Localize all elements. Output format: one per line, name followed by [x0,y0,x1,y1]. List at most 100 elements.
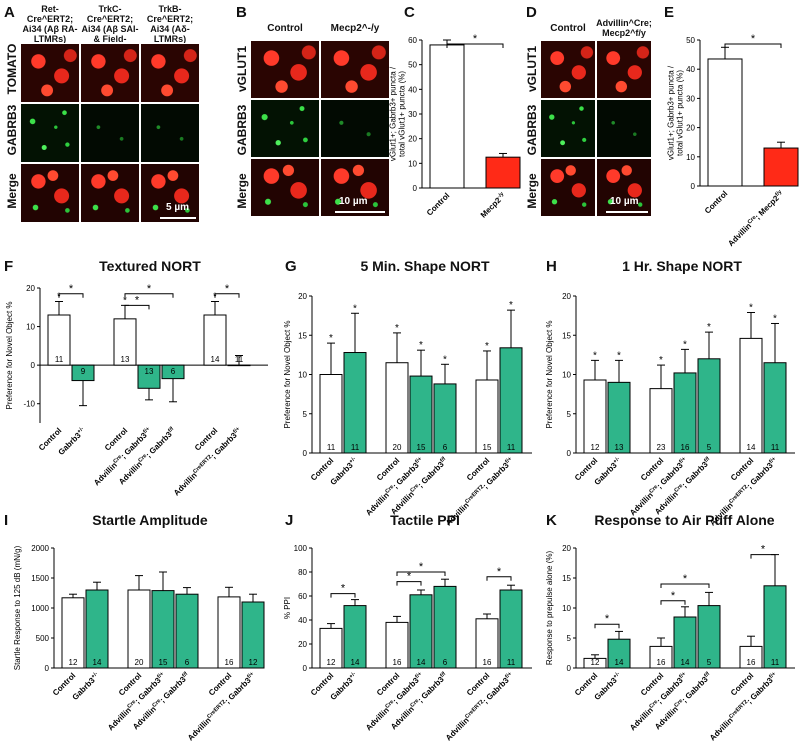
panel-letter-i: I [4,512,9,529]
chart-i-ylabel: Startle Response to 125 dB (mN/g) [13,545,22,670]
micrograph-tile [320,158,390,217]
chart-i-n-label: 20 [135,658,144,667]
chart-h-tick-label: 5 [567,410,572,419]
chart-k-n-label: 14 [681,658,690,667]
chart-i-n-label: 14 [93,658,102,667]
chart-k-n-label: 16 [747,658,756,667]
chart-f-n-label: 13 [145,367,154,376]
micrograph-tile [596,40,652,99]
chart-j-tick-label: 0 [303,664,308,673]
scale-label-b: 10 µm [339,196,368,207]
chart-j-tick-label: 80 [298,568,307,577]
chart-c-tick-label: 60 [408,36,417,45]
chart-c-tick-label: 30 [408,110,417,119]
chart-f-sig-star: * [135,294,140,306]
micrograph-tile [140,43,200,103]
micrograph-tile [596,99,652,158]
micrograph-tile [320,99,390,158]
chart-i-bar [151,590,175,669]
chart-e-sig-bracket [724,43,782,48]
chart-i-tick-label: 500 [36,634,50,643]
chart-g-star: * [509,300,513,311]
micrograph-tile [20,103,80,163]
chart-e-bar [707,58,743,187]
chart-f-tick-label: -10 [23,400,35,409]
chart-k-ylabel: Response to prepulse alone (%) [545,551,554,666]
chart-g-star: * [353,303,357,314]
panel-a-col-1: Ret-Cre^ERT2; Ai34 (Aβ RA-LTMRs) [22,4,78,44]
chart-c-tick-label: 40 [408,85,417,94]
micrograph-tile [540,99,596,158]
chart-k-n-label: 12 [591,658,600,667]
chart-j-tick-label: 40 [298,616,307,625]
chart-j-n-label: 14 [351,658,360,667]
chart-i-tick-label: 0 [45,664,50,673]
chart-k-sig-bracket [594,623,620,629]
micrograph-tile [250,99,320,158]
chart-f-sig-bracket [124,304,150,310]
chart-j-sig-star: * [497,566,502,578]
chart-k-sig-star: * [671,590,676,602]
panel-b-col-2: Mecp2^-/y [330,23,380,34]
micrograph-tile [320,40,390,99]
chart-e-category-label: Control [703,189,729,215]
micrograph-tile [250,40,320,99]
chart-j-sig-star: * [407,571,412,583]
chart-c-bar [429,44,465,189]
chart-k-tick-label: 10 [562,604,571,613]
chart-g-ylabel: Preference for Novel Object % [283,320,292,428]
chart-h-star: * [617,350,621,361]
chart-g-tick-label: 0 [303,449,308,458]
chart-h-bar [739,337,763,454]
chart-h-n-label: 5 [707,443,712,452]
chart-i-n-label: 15 [159,658,168,667]
panel-letter-h: H [546,258,557,275]
chart-c-category-label: Mecp2-/y [479,190,508,219]
chart-h-star: * [773,313,777,324]
chart-f-sig-star: * [69,283,74,295]
chart-c-ylabel: vGlut1+; Gabrb3+ puncta /total vGlut1+ p… [389,66,407,161]
chart-e-category-label: AdvillinCre; Mecp2f/y [726,188,786,248]
chart-c-tick-label: 20 [408,135,417,144]
chart-j-sig-bracket [396,581,422,586]
chart-k-n-label: 16 [657,658,666,667]
micrograph-tile [140,103,200,163]
chart-f-bar [71,364,95,382]
chart-j-n-label: 16 [483,658,492,667]
chart-i-bar [175,593,199,669]
chart-g-bar [409,375,433,454]
chart-j-tick-label: 60 [298,592,307,601]
chart-f-bar [227,364,251,367]
chart-j-tick-label: 20 [298,640,307,649]
scale-bar [160,217,196,219]
chart-f-tick-label: 10 [26,323,35,332]
chart-f-tick-label: 20 [26,284,35,293]
chart-f-ylabel: Preference for Novel Object % [5,301,14,409]
chart-h-tick-label: 20 [562,292,571,301]
chart-i-tick-label: 1000 [31,604,49,613]
chart-k-sig-star: * [605,613,610,625]
micrograph-tile [20,43,80,103]
scale-label-a: 5 µm [166,202,189,213]
chart-e-bar [763,147,799,187]
chart-g-n-label: 11 [507,443,516,452]
chart-g-star: * [485,341,489,352]
panel-letter-k: K [546,512,557,529]
panel-letter-c: C [404,4,415,21]
chart-k-bar [763,585,787,669]
chart-title-g: 5 Min. Shape NORT [360,258,490,274]
chart-k-sig-bracket [750,554,776,559]
panel-letter-e: E [664,4,675,21]
panel-letter-j: J [285,512,294,529]
chart-k-sig-star: * [761,544,766,556]
chart-f-n-label: 13 [121,355,130,364]
chart-h-tick-label: 10 [562,371,571,380]
chart-j-sig-bracket [486,576,512,581]
chart-f-sig-star: * [225,283,230,295]
micrograph-tile [80,163,140,223]
chart-k-tick-label: 0 [567,664,572,673]
chart-h-star: * [593,350,597,361]
chart-f-tick-label: 0 [31,361,36,370]
chart-k-tick-label: 20 [562,544,571,553]
